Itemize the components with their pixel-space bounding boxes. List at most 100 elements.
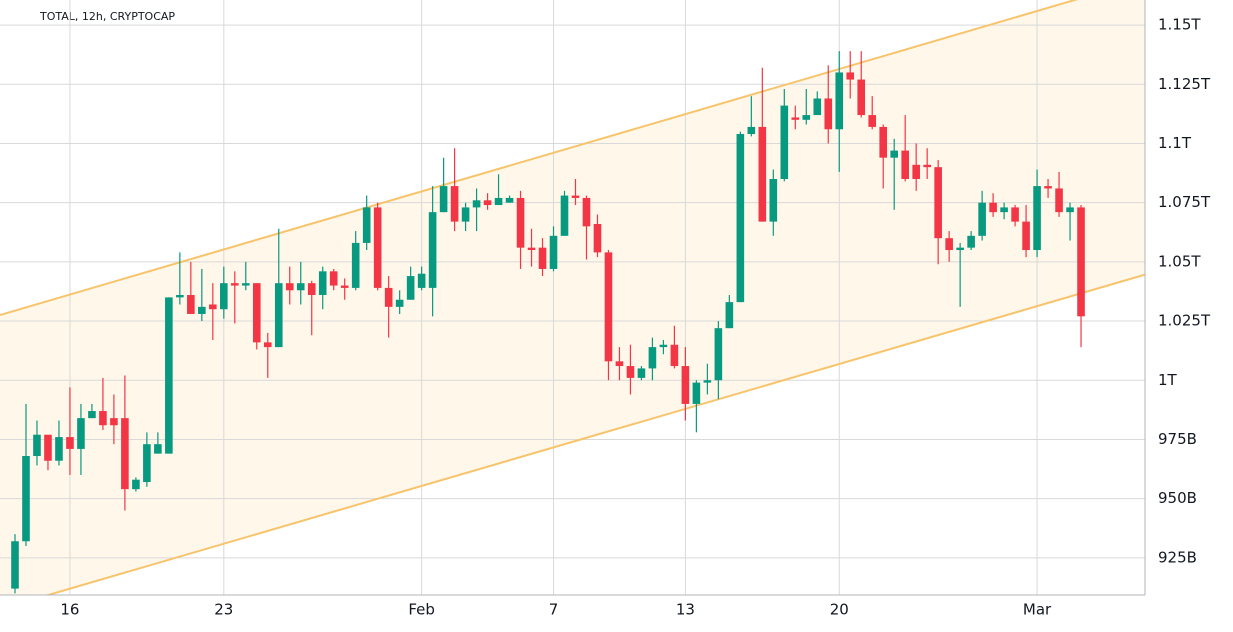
candle-body (231, 283, 239, 286)
candle-body (637, 368, 646, 378)
candle-body (945, 238, 953, 251)
candle-body (55, 437, 63, 461)
candle-body (571, 195, 580, 198)
candle-body (143, 444, 151, 483)
candle-body (725, 302, 734, 329)
candle-body (373, 207, 382, 288)
candle-body (978, 202, 986, 236)
y-tick-label: 1.05T (1158, 252, 1201, 270)
candle-body (901, 150, 909, 179)
candle-body (1022, 221, 1030, 251)
candle-body (516, 197, 525, 248)
candle-body (890, 150, 898, 158)
x-tick-label: 16 (60, 601, 79, 619)
candle-body (868, 115, 877, 127)
candle-body (307, 283, 316, 296)
candle-body (263, 342, 272, 348)
channel-fill (0, 0, 1145, 595)
candle-body (835, 72, 844, 130)
candle-body (285, 283, 294, 291)
candle-body (11, 541, 19, 589)
candle-body (461, 207, 470, 222)
candle-body (604, 252, 613, 362)
candle-body (340, 285, 349, 288)
candle-body (198, 306, 206, 314)
candle-body (670, 344, 679, 367)
candle-body (1000, 207, 1008, 213)
y-tick-label: 1.025T (1158, 312, 1211, 330)
candle-body (549, 235, 558, 269)
candle-body (505, 197, 514, 203)
candle-body (220, 283, 228, 310)
candle-body (934, 167, 942, 239)
x-tick-label: 23 (214, 601, 233, 619)
candle-body (791, 117, 800, 120)
candle-body (329, 271, 338, 286)
candle-body (99, 411, 107, 426)
y-tick-label: 1.125T (1158, 75, 1211, 93)
x-tick-label: Feb (408, 601, 435, 619)
candle-body (769, 178, 778, 222)
candle-body (187, 295, 195, 314)
candle-body (384, 287, 393, 307)
channel-upper (0, 0, 1079, 316)
channel-lower (44, 273, 1145, 595)
candle-body (824, 98, 833, 130)
candle-body (813, 98, 822, 116)
x-tick-label: 20 (830, 601, 849, 619)
candle-body (593, 223, 602, 253)
candle-body (857, 79, 866, 116)
candle-body (362, 207, 371, 243)
candle-body (780, 105, 789, 179)
y-tick-label: 975B (1158, 430, 1197, 448)
candle-body (582, 197, 591, 227)
candle-body (714, 328, 723, 381)
candle-body (1077, 207, 1085, 317)
candle-body (626, 366, 635, 378)
candle-body (846, 72, 855, 80)
candle-body (659, 344, 668, 348)
x-tick-label: Mar (1023, 601, 1052, 619)
candle-body (132, 479, 140, 490)
candle-body (472, 200, 481, 208)
y-tick-label: 950B (1158, 489, 1197, 507)
x-tick-label: 7 (549, 601, 559, 619)
candle-body (1033, 186, 1041, 251)
candle-body (879, 126, 888, 158)
candle-body (318, 271, 327, 296)
candle-body (22, 456, 30, 542)
candle-body (176, 295, 184, 298)
x-tick-label: 13 (676, 601, 695, 619)
candle-body (439, 186, 448, 213)
candle-body (252, 283, 261, 343)
y-tick-label: 925B (1158, 548, 1197, 566)
candle-body (450, 186, 459, 222)
y-tick-label: 1T (1158, 371, 1178, 389)
candle-body (209, 304, 217, 310)
candle-body (615, 361, 624, 367)
candle-body (241, 283, 250, 286)
candle-body (648, 347, 657, 369)
candle-body (538, 247, 547, 269)
candle-body (33, 434, 41, 457)
y-tick-label: 1.1T (1158, 134, 1192, 152)
candle-body (77, 418, 85, 449)
candle-body (560, 195, 569, 236)
candle-body (1044, 186, 1052, 189)
candle-body (912, 164, 920, 179)
candle-body (351, 242, 360, 288)
candle-body (483, 200, 492, 206)
candle-body (989, 202, 997, 213)
candle-body (747, 126, 756, 135)
candle-body (88, 411, 96, 419)
candle-body (44, 434, 52, 461)
candle-body (494, 197, 503, 206)
candle-body (110, 418, 118, 426)
candle-body (274, 283, 283, 348)
candle-body (1066, 207, 1074, 213)
candle-body (956, 247, 964, 251)
candle-body (703, 380, 712, 383)
candle-body (681, 366, 690, 404)
candle-body (121, 418, 129, 490)
